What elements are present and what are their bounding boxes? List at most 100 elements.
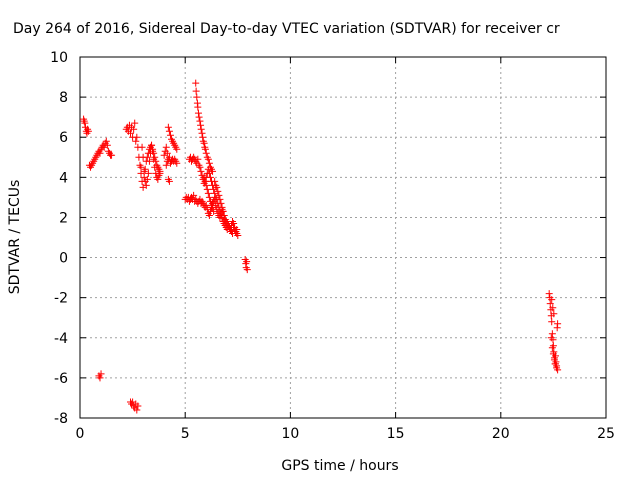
data-point [548,330,556,338]
data-point [192,87,200,95]
data-point [81,119,89,127]
data-point [190,191,198,199]
data-point [217,199,225,207]
x-tick-label: 10 [281,426,299,442]
y-tick-label: 0 [59,251,68,267]
data-point [234,231,242,239]
data-point [204,165,212,173]
data-point [550,356,558,364]
data-point [154,175,162,183]
data-point [219,207,227,215]
data-point [210,207,218,215]
data-point [548,296,556,304]
data-point [196,117,204,125]
data-point [132,137,140,145]
y-tick-label: -4 [54,331,68,347]
data-point [205,193,213,201]
data-point [243,266,251,274]
data-point [211,177,219,185]
data-point [162,143,170,151]
data-point [163,149,171,157]
data-point [197,125,205,133]
data-point [554,320,562,328]
data-point [133,406,141,414]
data-point [192,79,200,87]
data-point [198,129,206,137]
data-point [150,155,158,163]
data-points [80,79,562,414]
data-point [149,147,157,155]
data-point [143,175,151,183]
data-point [145,157,153,165]
data-point [165,177,173,185]
data-point [133,133,141,141]
data-point [194,103,202,111]
data-point [549,350,557,358]
data-point [201,177,209,185]
data-point [214,187,222,195]
data-point [548,344,556,352]
y-tick-label: -6 [54,371,68,387]
x-tick-label: 5 [181,426,190,442]
data-point [96,374,104,382]
data-point [97,370,105,378]
data-point [547,334,555,342]
data-point [197,121,205,129]
data-point [165,127,173,135]
data-point [139,153,147,161]
data-point [142,181,150,189]
y-tick-label: 10 [50,50,68,66]
data-point [204,189,212,197]
y-tick-labels: -8 -6 -4 -2 0 2 4 6 8 10 [50,50,68,427]
data-point [549,304,557,312]
data-point [200,139,208,147]
x-axis-title: GPS time / hours [281,458,398,474]
data-point [151,163,159,171]
y-tick-label: 6 [59,130,68,146]
x-tick-label: 15 [387,426,405,442]
data-point [173,145,181,153]
data-point [243,258,251,266]
data-point [220,211,228,219]
data-point [137,163,145,171]
data-point [216,195,224,203]
y-tick-label: -8 [54,411,68,427]
data-point [134,402,142,410]
data-point [96,149,104,157]
chart-title: Day 264 of 2016, Sidereal Day-to-day VTE… [13,21,560,37]
data-point [196,163,204,171]
data-point [195,113,203,121]
data-point [84,127,92,135]
data-point [202,149,210,157]
plot-frame [79,56,607,419]
data-point [199,133,207,141]
data-point [173,159,181,167]
y-tick-label: 4 [59,170,68,186]
data-point [550,310,558,318]
data-point [164,123,172,131]
data-point [156,169,164,177]
data-point [201,145,209,153]
data-point [131,119,139,127]
grid-layer [80,57,606,418]
data-point [102,137,110,145]
data-point [126,129,134,137]
data-point [203,185,211,193]
data-point [148,141,156,149]
data-point [202,181,210,189]
data-point [209,203,217,211]
data-point [206,173,214,181]
y-tick-label: -2 [54,291,68,307]
data-point [548,318,556,326]
y-tick-label: 8 [59,90,68,106]
data-point [130,125,138,133]
data-point [200,173,208,181]
data-point [138,143,146,151]
data-point [206,197,214,205]
data-point [204,155,212,163]
data-point [144,169,152,177]
data-point [197,167,205,175]
x-tick-label: 25 [597,426,615,442]
x-tick-labels: 0 5 10 15 20 25 [76,426,615,442]
